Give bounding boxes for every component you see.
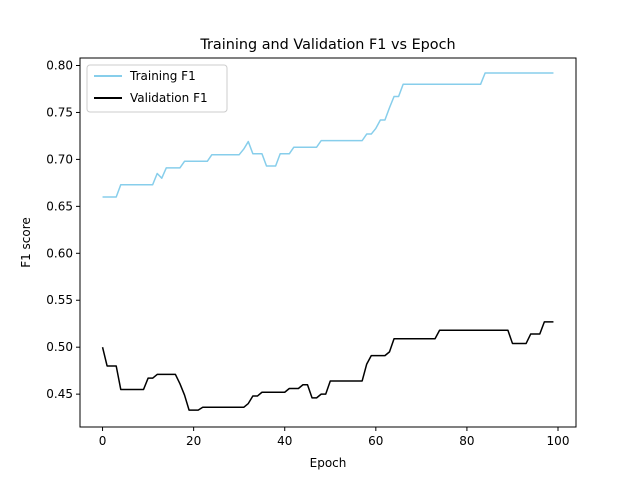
legend: Training F1 Validation F1 bbox=[86, 64, 228, 113]
x-tick-label: 20 bbox=[186, 434, 201, 448]
y-tick-label: 0.65 bbox=[46, 199, 73, 213]
x-axis-label: Epoch bbox=[310, 456, 347, 470]
y-tick-label: 0.70 bbox=[46, 152, 73, 166]
legend-label-validation: Validation F1 bbox=[130, 91, 208, 105]
x-tick-label: 60 bbox=[368, 434, 383, 448]
x-tick-label: 40 bbox=[277, 434, 292, 448]
y-axis-label: F1 score bbox=[19, 217, 33, 268]
plot-area bbox=[101, 72, 554, 411]
y-axis-ticks: 0.45 0.50 0.55 0.60 0.65 0.70 0.75 0.80 bbox=[46, 59, 80, 401]
x-tick-label: 100 bbox=[547, 434, 570, 448]
series-line-validation bbox=[101, 321, 554, 411]
legend-label-training: Training F1 bbox=[129, 69, 196, 83]
plot-frame bbox=[79, 57, 577, 428]
x-tick-label: 80 bbox=[459, 434, 474, 448]
x-tick-label: 0 bbox=[99, 434, 107, 448]
y-tick-label: 0.75 bbox=[46, 105, 73, 119]
series-line-training bbox=[102, 72, 554, 198]
y-tick-label: 0.45 bbox=[46, 387, 73, 401]
chart-title: Training and Validation F1 vs Epoch bbox=[199, 37, 455, 53]
y-tick-label: 0.55 bbox=[46, 293, 73, 307]
y-tick-label: 0.60 bbox=[46, 246, 73, 260]
x-axis-ticks: 0 20 40 60 80 100 bbox=[99, 427, 570, 448]
y-tick-label: 0.80 bbox=[46, 59, 73, 73]
y-tick-label: 0.50 bbox=[46, 340, 73, 354]
